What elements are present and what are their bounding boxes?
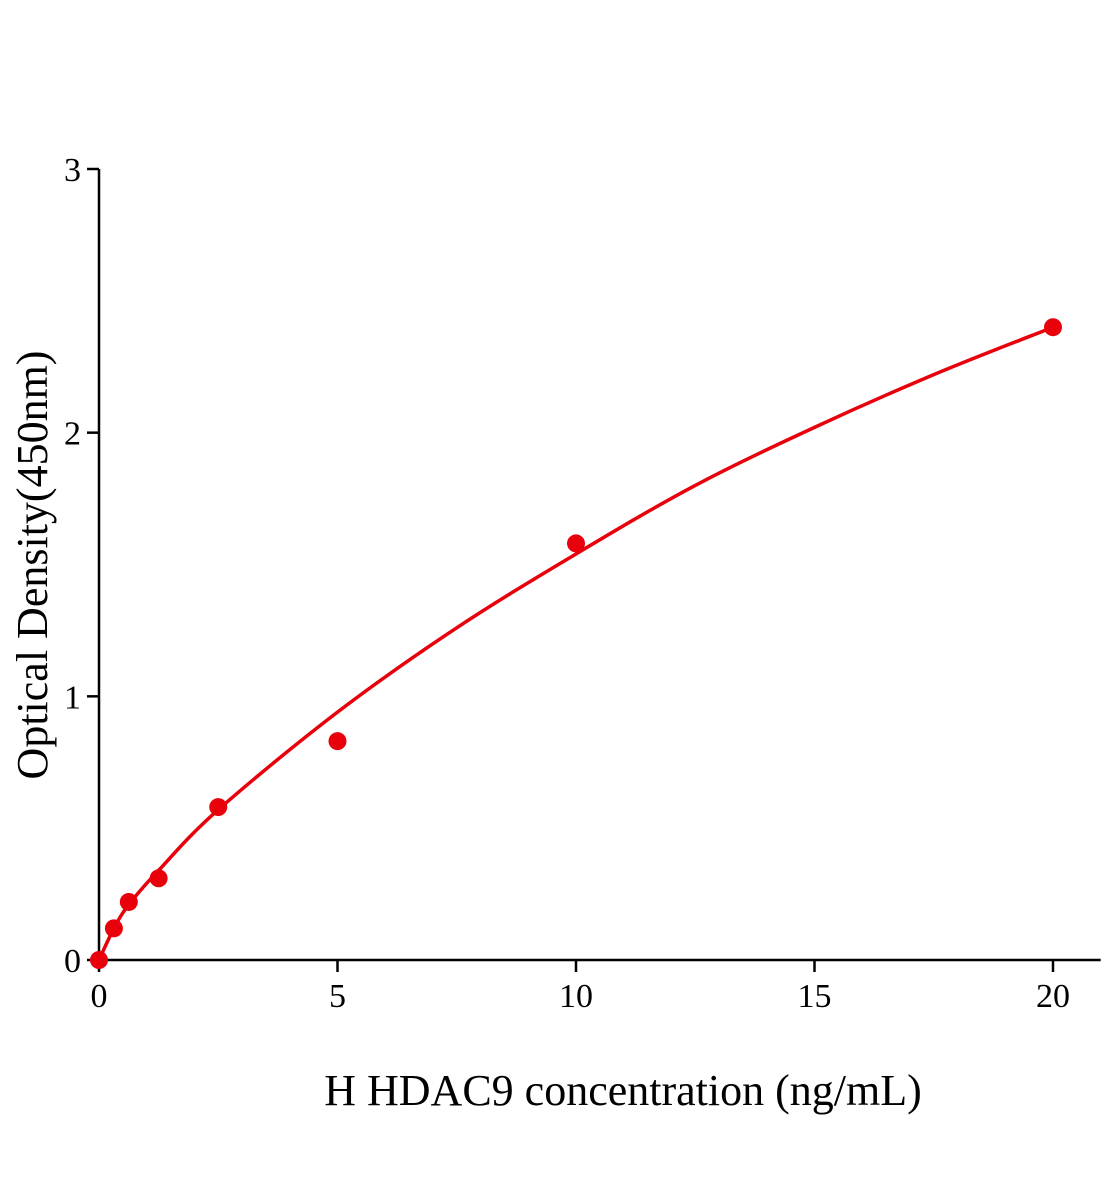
y-tick-label: 1 <box>64 679 81 716</box>
y-tick-label: 0 <box>64 943 81 980</box>
data-point <box>119 892 138 911</box>
data-point <box>328 732 347 751</box>
data-point <box>149 869 168 888</box>
fit-curve <box>97 325 1054 961</box>
y-axis-label: Optical Density(450nm) <box>8 351 57 780</box>
ticks: 0 5 10 15 20 0 1 2 3 <box>64 152 1070 1015</box>
y-tick-label: 2 <box>64 416 81 453</box>
x-tick-label: 15 <box>798 978 832 1015</box>
x-tick-label: 0 <box>91 978 108 1015</box>
x-tick-label: 10 <box>559 978 593 1015</box>
data-point <box>567 534 585 553</box>
y-tick-label: 3 <box>64 152 81 189</box>
data-point <box>1044 318 1062 337</box>
data-point <box>90 951 108 969</box>
data-point <box>104 919 123 938</box>
data-point <box>209 798 228 817</box>
axes <box>97 169 1101 962</box>
x-tick-label: 5 <box>329 978 346 1015</box>
x-tick-label: 20 <box>1036 978 1070 1015</box>
data-points <box>90 318 1062 969</box>
x-axis-label: H HDAC9 concentration (ng/mL) <box>324 1066 922 1115</box>
